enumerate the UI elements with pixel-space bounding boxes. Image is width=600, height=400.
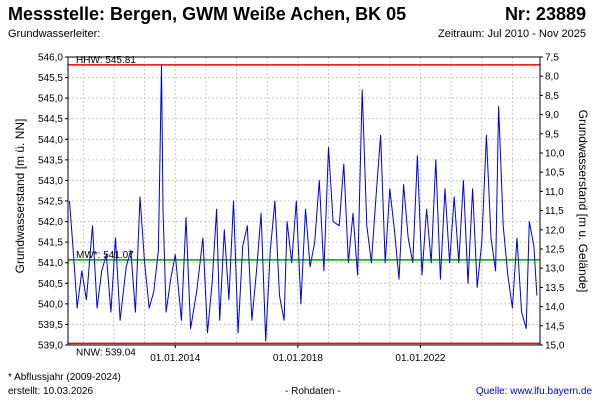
y-axis-right: 7,5 8,0 8,5 9,0 9,5 10,0 10,5 11,0 11,5 12,0 12,5 1… (540, 53, 565, 352)
y2-tick-label: 13,5 (545, 283, 565, 294)
y2-tick-label: 10,5 (545, 168, 565, 179)
y-tick-label: 545,5 (38, 73, 63, 84)
y2-tick-label: 11,5 (545, 206, 564, 217)
y-tick-label: 544,0 (38, 135, 63, 146)
y-tick-label: 539,0 (38, 341, 63, 352)
series-line (69, 64, 538, 342)
y-tick-label: 540,5 (38, 279, 63, 290)
y-tick-label: 543,0 (38, 176, 63, 187)
y2-tick-label: 12,0 (545, 225, 565, 236)
y-tick-label: 541,0 (38, 258, 63, 269)
reference-labels: HHW: 545.81 MW*: 541.07 NNW: 539.04 (76, 55, 136, 359)
grid-lines (68, 56, 540, 346)
y2-tick-label: 10,0 (545, 149, 565, 160)
y-tick-label: 542,5 (38, 197, 63, 208)
page-title: Messstelle: Bergen, GWM Weiße Achen, BK … (8, 4, 407, 24)
y-axis-label: Grundwasserstand [m ü. NN] (13, 119, 27, 274)
data-type-label: - Rohdaten - (285, 386, 341, 397)
y2-tick-label: 12,5 (545, 245, 565, 256)
reference-label-mw: MW*: 541.07 (76, 250, 134, 261)
y-tick-label: 539,5 (38, 320, 63, 331)
y2-tick-label: 13,0 (545, 264, 565, 275)
y-tick-label: 545,0 (38, 94, 63, 105)
x-axis: 01.01.2014 01.01.2018 01.01.2022 (150, 345, 446, 364)
period-label: Zeitraum: Jul 2010 - Nov 2025 (438, 28, 586, 40)
source-link[interactable]: Quelle: www.lfu.bayern.de (475, 386, 592, 397)
y-tick-label: 544,5 (38, 114, 63, 125)
y2-tick-label: 15,0 (545, 341, 565, 352)
y2-tick-label: 14,0 (545, 302, 565, 313)
y-tick-label: 540,0 (38, 299, 63, 310)
y2-tick-label: 11,0 (545, 187, 564, 198)
created-date: erstellt: 10.03.2026 (8, 386, 94, 397)
y2-tick-label: 7,5 (545, 53, 559, 64)
reference-label-nnw: NNW: 539.04 (76, 347, 136, 358)
x-tick-label: 01.01.2014 (150, 353, 200, 364)
y-tick-label: 546,0 (38, 53, 63, 64)
reference-lines (68, 64, 540, 345)
x-tick-label: 01.01.2022 (395, 353, 445, 364)
y2-tick-label: 9,0 (545, 110, 559, 121)
y-tick-label: 543,5 (38, 155, 63, 166)
y-axis-left: 539,0 539,5 540,0 540,5 541,0 541,5 542,0 542,5… (38, 53, 68, 352)
y-tick-label: 542,0 (38, 217, 63, 228)
series-lines (69, 64, 538, 342)
x-tick-label: 01.01.2018 (273, 353, 323, 364)
station-number: Nr: 23889 (504, 4, 586, 24)
y2-tick-label: 8,5 (545, 91, 559, 102)
y2-axis-label: Grundwasserstand [m u. Gelände] (576, 110, 590, 293)
footnote: * Abflussjahr (2009-2024) (8, 372, 121, 383)
reference-label-hhw: HHW: 545.81 (76, 55, 136, 66)
y2-tick-label: 8,0 (545, 72, 559, 83)
y2-tick-label: 14,5 (545, 321, 565, 332)
aquifer-label: Grundwasserleiter: (8, 28, 101, 40)
y-tick-label: 541,5 (38, 238, 63, 249)
y2-tick-label: 9,5 (545, 129, 559, 140)
